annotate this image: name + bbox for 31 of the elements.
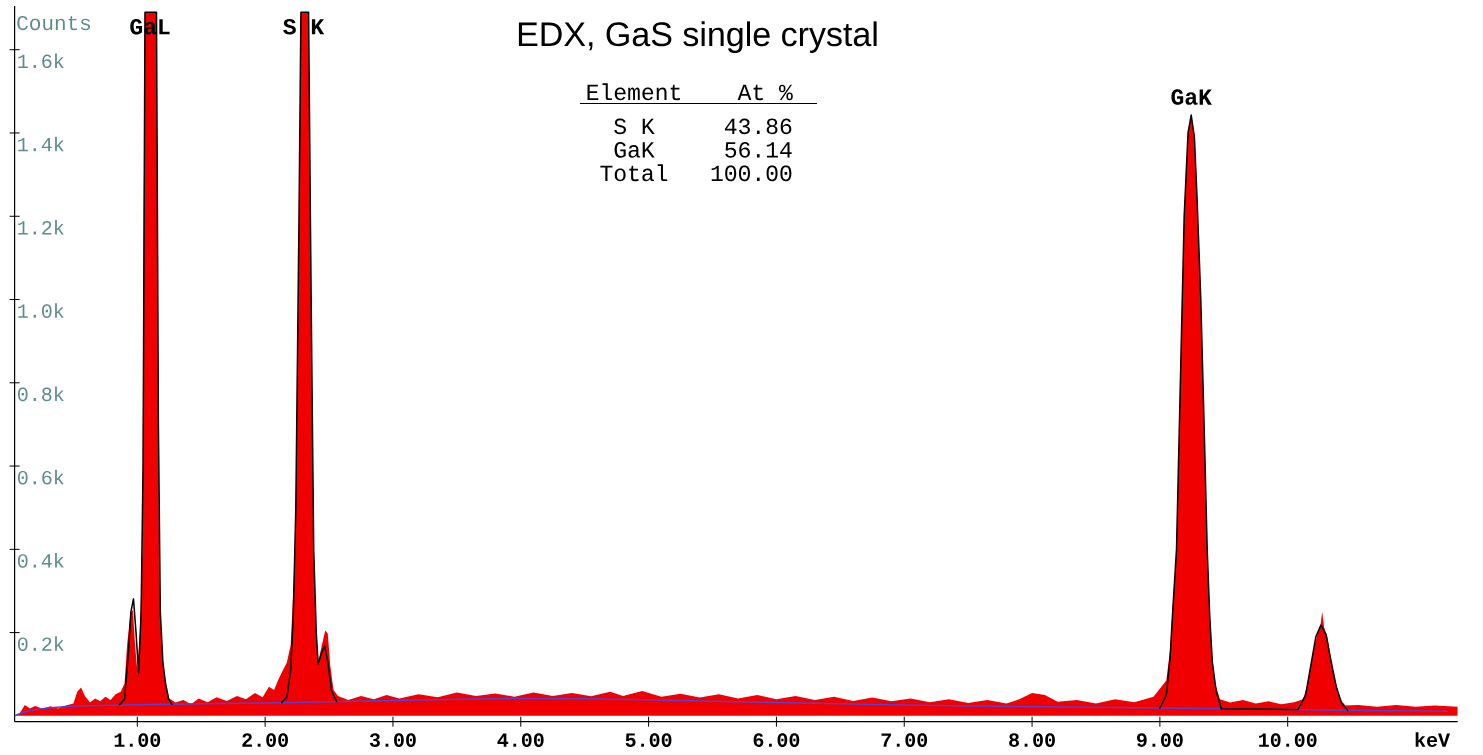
annotation: 56.14 <box>725 142 792 158</box>
x-tick-label: 5.00 <box>625 733 672 747</box>
x-tick-label: 4.00 <box>497 733 544 747</box>
y-tick-label: 1.4k <box>18 136 64 152</box>
annotation: Element <box>587 83 680 101</box>
y-tick-label: 0.6k <box>18 469 64 485</box>
annotation: 43.86 <box>724 118 792 135</box>
y-axis-title: Counts <box>17 15 91 31</box>
annotation: S K <box>614 118 655 135</box>
x-tick-label: 3.00 <box>369 733 416 747</box>
x-tick-label: 2.00 <box>242 733 288 747</box>
x-tick-label: 8.00 <box>1009 733 1055 747</box>
y-tick-label: 1.6k <box>18 53 64 69</box>
x-tick-label: 6.00 <box>753 733 800 747</box>
x-tick-label: 7.00 <box>881 733 928 747</box>
x-axis-title: keV <box>1415 732 1450 747</box>
annotation: Total <box>600 164 668 182</box>
y-tick-label: 1.0k <box>18 303 64 318</box>
annotation: GaK <box>614 142 655 158</box>
x-tick-label: 9.00 <box>1137 733 1183 747</box>
y-tick-label: 1.2k <box>18 219 64 235</box>
x-tick-label: 1.00 <box>114 733 161 747</box>
annotation: GaK <box>1171 89 1212 105</box>
annotation: S K <box>283 18 325 35</box>
annotation: 100.00 <box>711 165 792 182</box>
y-tick-label: 0.4k <box>18 553 64 568</box>
x-tick-label: 10.00 <box>1259 733 1317 747</box>
y-tick-label: 0.8k <box>18 386 64 402</box>
y-tick-label: 0.2k <box>18 636 64 651</box>
chart-title: EDX, GaS single crystal <box>518 21 877 54</box>
annotation: At % <box>737 84 793 101</box>
